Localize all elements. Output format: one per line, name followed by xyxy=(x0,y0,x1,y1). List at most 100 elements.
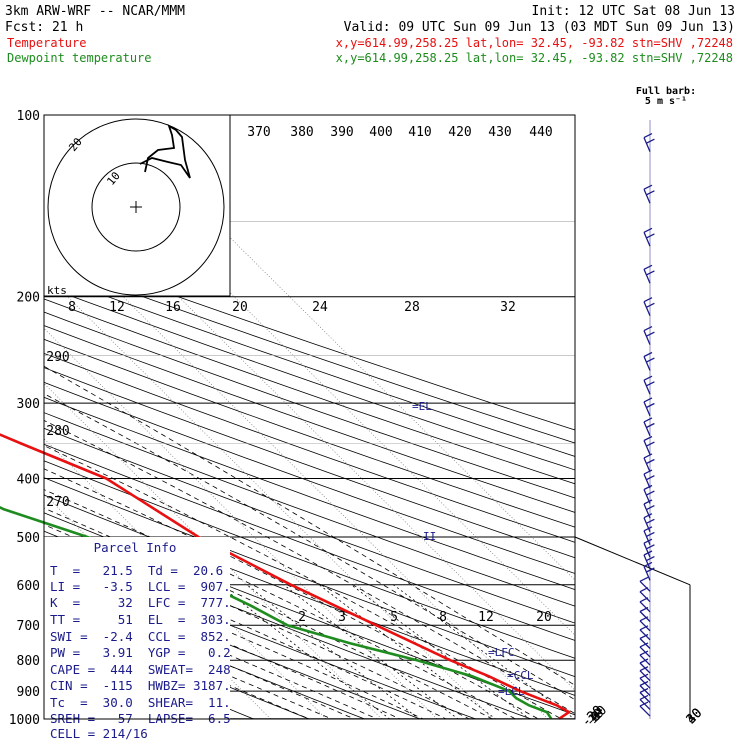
parcel-row: PW = 3.91 YGP = 0.2 xyxy=(50,645,231,660)
parcel-row: LI = -3.5 LCL = 907. xyxy=(50,579,231,594)
wind-barb-flag xyxy=(646,402,655,409)
wind-barb-staff xyxy=(639,620,651,632)
wind-barb-staff xyxy=(643,269,651,284)
wind-barb-staff xyxy=(643,554,651,570)
pressure-tick-label: 1000 xyxy=(9,713,40,728)
plot-frame xyxy=(43,114,576,720)
wind-barb-flag xyxy=(643,453,653,459)
dry-adiabat xyxy=(44,396,575,591)
wind-barb-staff xyxy=(639,591,651,603)
theta-label: 440 xyxy=(529,125,552,140)
parcel-row: CELL = 214/16 xyxy=(50,726,148,740)
wind-barb-flag xyxy=(643,184,653,190)
speed-tick-28: 28 xyxy=(404,300,420,315)
dry-adiabat xyxy=(44,477,575,678)
speed-tick-8: 8 xyxy=(68,300,76,315)
wind-barb-flag xyxy=(639,633,649,640)
speed-scale: 8 12 16 20 24 28 32 xyxy=(68,300,516,315)
theta-labels-top: 370 380 390 400 410 420 430 440 xyxy=(247,125,552,140)
parcel-row: CAPE = 444 SWEAT= 248 xyxy=(50,662,231,677)
dry-adiabat xyxy=(44,338,575,528)
wind-barb-flag xyxy=(639,694,649,700)
wind-barb-flag xyxy=(643,550,653,556)
hodograph: 10 20 kts xyxy=(43,114,231,297)
hodograph-ring-inner xyxy=(91,162,181,252)
dry-adiabat xyxy=(44,248,575,431)
dewpoint-series-line xyxy=(0,505,553,720)
valid-time: Valid: 09 UTC Sun 09 Jun 13 (03 MDT Sun … xyxy=(344,20,735,35)
wind-barb-flag xyxy=(646,458,655,465)
wind-barb-flag xyxy=(646,518,655,524)
parcel-row: TT = 51 EL = 303. xyxy=(50,612,231,627)
wind-barb-flag xyxy=(639,658,649,664)
dry-adiabat xyxy=(44,460,575,659)
dry-adiabat xyxy=(44,298,575,485)
parcel-row: SWI = -2.4 CCL = 852. xyxy=(50,629,231,644)
wind-barb-flag xyxy=(643,417,653,423)
wind-barb-flag xyxy=(643,561,653,567)
wind-barb-flag xyxy=(639,625,649,631)
wind-barb-flag xyxy=(646,490,655,496)
wind-barb-staff xyxy=(639,629,651,641)
wind-barb-flag xyxy=(643,526,653,532)
wind-barb-flag xyxy=(643,538,653,544)
wind-barb-flag xyxy=(639,616,649,622)
wind-barb-staff xyxy=(639,705,651,717)
wind-barb-staff xyxy=(639,611,651,622)
wind-barb-flag xyxy=(646,505,655,511)
wind-barb-flag xyxy=(639,680,649,687)
theta-labels-left: 290 280 270 xyxy=(46,350,69,510)
wind-barb-flag xyxy=(643,227,653,233)
moist-adiabat xyxy=(44,393,575,701)
mixing-ratio-line xyxy=(318,584,497,719)
level-markers: =EL II =LFC =CCL =LCL xyxy=(412,400,534,698)
wind-barb-flag xyxy=(639,673,649,679)
speed-tick-24: 24 xyxy=(312,300,328,315)
theta-label: 410 xyxy=(408,125,431,140)
wind-barb-flag xyxy=(646,567,655,573)
wind-barb-flag xyxy=(643,264,653,270)
mixing-ratio-label: 5 xyxy=(390,610,398,625)
wind-barb-staff xyxy=(643,421,651,437)
dry-adiabat xyxy=(44,588,366,719)
pressure-tick-label: 400 xyxy=(17,473,40,488)
pressure-tick-label: 900 xyxy=(17,685,40,700)
speed-tick-12: 12 xyxy=(109,300,125,315)
barb-legend-line2: 5 m s⁻¹ xyxy=(645,96,687,107)
wind-barb-flag xyxy=(643,499,653,505)
dry-adiabat xyxy=(44,260,575,444)
forecast-hour: Fcst: 21 h xyxy=(5,20,83,35)
wind-shear-marker: II xyxy=(423,530,436,543)
wind-barbs xyxy=(639,120,655,719)
barb-legend-line1: Full barb: xyxy=(636,86,696,97)
speed-tick-32: 32 xyxy=(500,300,516,315)
pressure-tick-label: 500 xyxy=(17,531,40,546)
pressure-tick-label: 700 xyxy=(17,619,40,634)
mixing-ratio-line xyxy=(218,584,391,719)
parcel-info-title: Parcel Info xyxy=(94,540,177,555)
dry-adiabat xyxy=(44,325,575,513)
wind-barb-staff xyxy=(639,638,651,649)
wind-barb-flag xyxy=(646,270,655,276)
wind-barb-staff xyxy=(643,137,651,152)
wind-barb-flag xyxy=(639,606,649,613)
wind-barb-staff xyxy=(643,440,651,455)
wind-barb-flag xyxy=(643,351,653,358)
wind-barb-staff xyxy=(639,601,651,613)
mixing-ratio-line xyxy=(246,584,420,719)
wind-barb-staff xyxy=(643,457,651,473)
theta-label: 290 xyxy=(46,350,69,365)
mixing-ratio-line xyxy=(393,584,575,719)
mixing-ratio-label: 8 xyxy=(439,610,447,625)
wind-barb-flag xyxy=(643,435,653,442)
dry-adiabat xyxy=(44,443,575,641)
wind-barb-flag xyxy=(643,326,653,332)
speed-tick-20: 20 xyxy=(232,300,248,315)
pressure-tick-label: 100 xyxy=(17,109,40,124)
ccl-marker: =CCL xyxy=(507,669,534,682)
wind-barb-flag xyxy=(643,397,653,403)
wind-barb-staff xyxy=(639,698,651,710)
wind-barb-flag xyxy=(646,233,655,239)
lcl-marker: =LCL xyxy=(498,685,525,698)
wind-barb-flag xyxy=(643,133,653,139)
